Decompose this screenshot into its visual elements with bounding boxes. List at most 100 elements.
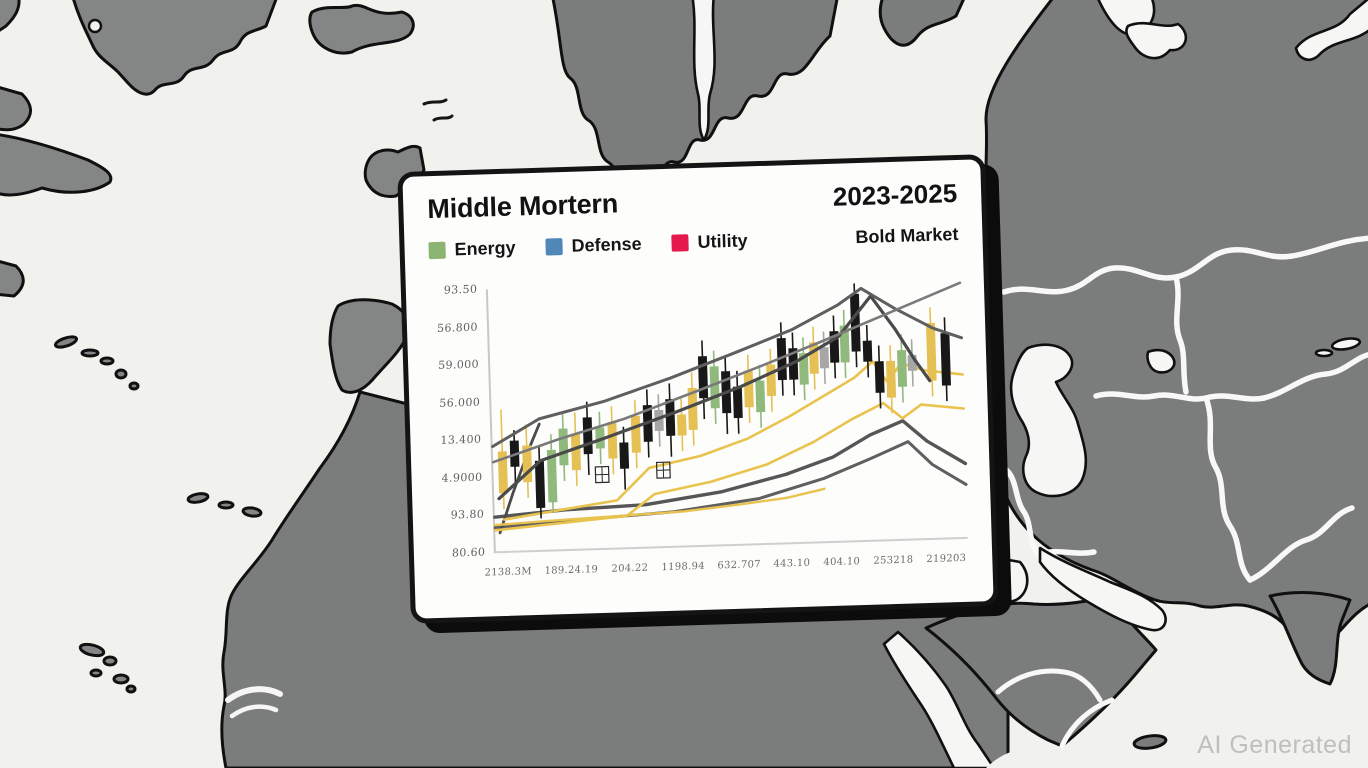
chart-legend: Energy Defense Utility xyxy=(428,230,748,261)
candle-body xyxy=(570,433,581,471)
x-tick-label: 1198.94 xyxy=(660,560,705,574)
ai-artifact-scribble xyxy=(595,467,609,483)
trend-line xyxy=(497,424,543,533)
ai-artifact-scribble xyxy=(657,462,671,478)
legend-label: Defense xyxy=(571,233,642,256)
landmass-greenland xyxy=(72,0,278,96)
arabia-borders xyxy=(995,668,1115,749)
arctic-islands xyxy=(1294,0,1368,61)
landmass-kola xyxy=(878,0,965,47)
candle-body xyxy=(665,399,676,436)
legend-label: Energy xyxy=(454,237,516,260)
x-tick-label: 189.24.19 xyxy=(544,564,599,577)
candle-body xyxy=(940,332,951,386)
x-tick-label: 443.10 xyxy=(773,557,811,570)
caspian-sea xyxy=(1009,343,1088,498)
candle-body xyxy=(732,386,743,419)
candlestick-chart: 93.50 56.800 59.000 56.000 13.400 4.9000 93.80… xyxy=(430,274,968,560)
candle-body xyxy=(819,347,830,369)
defense-swatch-icon xyxy=(545,238,563,256)
y-axis-labels: 93.50 56.800 59.000 56.000 13.400 4.9000 93.80… xyxy=(430,282,494,560)
candle-body xyxy=(839,325,850,363)
candle-body xyxy=(862,340,873,362)
trend-line xyxy=(500,359,967,520)
candle-body xyxy=(766,364,777,397)
island-socotra xyxy=(1132,734,1168,750)
landmass-left-2 xyxy=(0,133,113,197)
island-chain-north xyxy=(53,335,140,391)
x-tick-label: 2138.3M xyxy=(484,566,532,579)
y-tick-label: 59.000 xyxy=(438,357,480,373)
candle-body xyxy=(798,352,809,385)
candle-body xyxy=(755,380,766,413)
y-tick-label: 80.60 xyxy=(451,545,486,560)
x-tick-label: 404.10 xyxy=(823,556,861,569)
country-borders xyxy=(1001,235,1368,583)
card-period: 2023-2025 xyxy=(832,178,958,212)
landmass-left-3 xyxy=(0,260,25,298)
candle-body xyxy=(849,293,861,352)
candle-body xyxy=(874,361,885,393)
white-sea-hook xyxy=(1125,21,1188,60)
candle-body xyxy=(546,449,558,503)
trend-line xyxy=(494,489,825,525)
candle-body xyxy=(595,427,605,449)
trend-line xyxy=(493,294,933,498)
candle-body xyxy=(886,360,897,398)
candle-body xyxy=(925,322,937,381)
candle-body xyxy=(497,451,509,494)
plot-svg xyxy=(488,275,968,551)
greenland-lake xyxy=(87,18,103,34)
landmass-scandinavia xyxy=(551,0,839,208)
candle-body xyxy=(654,409,664,432)
landmass-left-1 xyxy=(0,86,32,132)
candle-body xyxy=(619,442,630,469)
utility-swatch-icon xyxy=(671,234,689,252)
candle-body xyxy=(558,428,569,466)
candle-body xyxy=(534,460,546,509)
candle-body xyxy=(687,387,698,431)
x-tick-label: 632.707 xyxy=(717,559,762,572)
trend-line xyxy=(492,419,966,517)
chart-card: Middle Mortern 2023-2025 Energy Defense … xyxy=(397,154,999,624)
energy-swatch-icon xyxy=(428,241,446,260)
x-tick-label: 219203 xyxy=(926,552,967,566)
card-subtitle: Bold Market xyxy=(855,223,959,248)
scottish-isles-marks xyxy=(422,98,454,122)
landmass-iceland xyxy=(308,3,415,55)
east-edge-islands xyxy=(1314,337,1362,358)
aral-sea xyxy=(1146,348,1176,374)
card-subheader: Energy Defense Utility Bold Market xyxy=(428,223,959,261)
y-tick-label: 93.80 xyxy=(450,507,484,523)
legend-item-utility: Utility xyxy=(671,230,748,253)
x-tick-label: 204.22 xyxy=(611,562,649,575)
y-tick-label: 13.400 xyxy=(440,432,482,448)
legend-label: Utility xyxy=(697,230,748,252)
candle-body xyxy=(677,414,687,436)
candle-body xyxy=(709,366,720,409)
card-title: Middle Mortern xyxy=(426,188,619,225)
candle-body xyxy=(607,421,618,459)
red-sea xyxy=(882,630,996,768)
y-tick-label: 56.800 xyxy=(436,320,479,335)
y-tick-label: 56.000 xyxy=(439,395,481,410)
candle-body xyxy=(743,370,754,408)
landmass-iberia xyxy=(328,298,411,394)
persian-gulf xyxy=(1038,546,1167,632)
plot-area xyxy=(486,274,968,554)
legend-item-defense: Defense xyxy=(545,234,642,258)
gulf-of-aden xyxy=(986,747,1088,768)
landmass-corner xyxy=(0,0,21,32)
fjord-gulf xyxy=(691,0,716,142)
legend-item-energy: Energy xyxy=(428,238,516,262)
y-tick-label: 93.50 xyxy=(443,282,477,297)
island-chain-canary xyxy=(186,492,263,518)
y-tick-label: 4.9000 xyxy=(441,470,483,485)
trend-line xyxy=(488,285,964,446)
candle-body xyxy=(630,415,641,453)
river-lines xyxy=(225,686,283,719)
trend-line xyxy=(488,283,965,462)
ai-generated-watermark: AI Generated xyxy=(1197,731,1352,759)
island-chain-south xyxy=(78,642,137,694)
